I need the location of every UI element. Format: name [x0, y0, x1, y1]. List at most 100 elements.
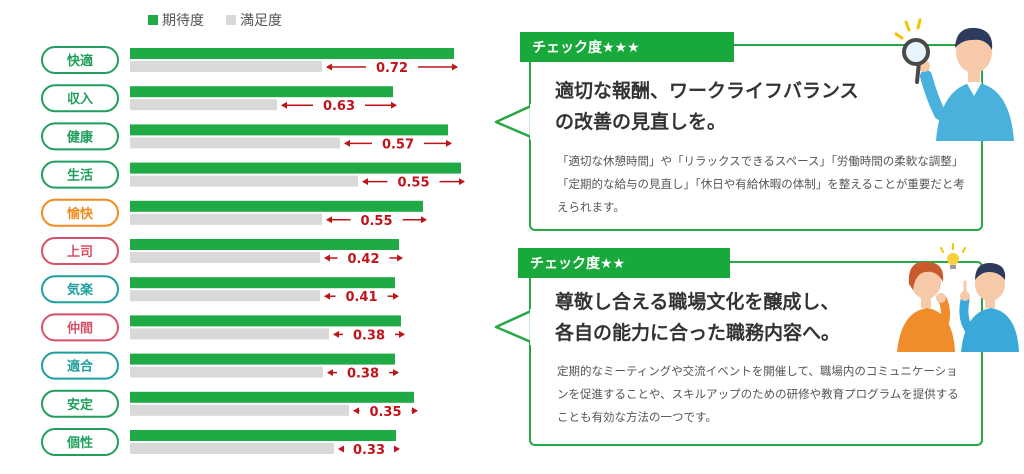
- category-pill: [41, 160, 119, 189]
- category-label: 安定: [67, 397, 93, 413]
- satisfaction-bar: [130, 443, 334, 454]
- category-pill: [41, 351, 119, 380]
- legend-label-expectation: 期待度: [162, 13, 204, 29]
- category-label: 適合: [67, 359, 94, 375]
- expectation-bar: [130, 124, 448, 136]
- panel-2-tag: チェック度★★: [518, 248, 730, 278]
- gap-arrowhead-right: [412, 407, 418, 415]
- gap-value-label: 0.63: [323, 99, 355, 114]
- category-label: 気楽: [67, 282, 94, 298]
- gap-arrowhead-left: [326, 216, 332, 224]
- panel-1-tag: チェック度★★★: [520, 32, 734, 62]
- expectation-bar: [130, 430, 396, 441]
- category-label: 快適: [67, 53, 93, 69]
- gap-arrowhead-left: [327, 369, 333, 377]
- gap-arrowhead-left: [344, 139, 350, 147]
- gap-bar-chart: 期待度 満足度 快適 0.72 収入 0.63 健康 0.57 生活 0.55 愉快 0.55 上司…: [41, 13, 465, 458]
- gap-arrowhead-right: [452, 63, 458, 71]
- category-pill: [41, 389, 119, 418]
- panel-1-speech-tail: [494, 104, 534, 140]
- expectation-bar: [130, 353, 395, 365]
- gap-arrowhead-right: [393, 369, 399, 377]
- category-label: 生活: [67, 168, 93, 184]
- gap-arrowhead-right: [446, 139, 452, 147]
- legend-swatch-expectation: [148, 15, 158, 25]
- category-pill: [41, 46, 119, 74]
- satisfaction-bar: [130, 137, 340, 149]
- category-label: 上司: [67, 245, 93, 260]
- gap-value-label: 0.35: [369, 405, 401, 420]
- gap-value-label: 0.42: [347, 252, 379, 267]
- lightbulb-icon: [947, 253, 959, 265]
- gap-arrowhead-left: [324, 254, 330, 262]
- category-label: 収入: [67, 92, 93, 107]
- advice-panel-1: 適切な報酬、ワークライフバランス の改善の見直しを。 「適切な休憩時間」や「リラ…: [529, 44, 983, 231]
- gap-arrowhead-left: [281, 101, 287, 109]
- panel-1-body: 「適切な休憩時間」や「リラックスできるスペース」「労働時間の柔軟な調整」「定期的…: [557, 154, 965, 214]
- gap-value-label: 0.55: [397, 176, 429, 191]
- gap-value-label: 0.38: [347, 367, 379, 382]
- expectation-bar: [130, 239, 399, 250]
- gap-value-label: 0.55: [360, 214, 392, 229]
- category-pill: [41, 122, 119, 151]
- satisfaction-bar: [130, 252, 320, 263]
- category-pill: [41, 84, 119, 113]
- gap-arrowhead-right: [399, 330, 405, 338]
- gap-arrowhead-right: [397, 254, 403, 262]
- satisfaction-bar: [130, 99, 277, 111]
- category-label: 仲間: [67, 320, 93, 336]
- panel-2-speech-tail: [494, 309, 534, 345]
- category-pill: [41, 428, 119, 456]
- panel-1-headline-line-2: の改善の見直しを。: [555, 111, 727, 133]
- gap-arrowhead-right: [393, 292, 399, 300]
- panel-2-headline: 尊敬し合える職場文化を醸成し、 各自の能力に合った職務内容へ。: [555, 287, 840, 349]
- gap-arrowhead-left: [324, 292, 330, 300]
- advice-panel-2: 尊敬し合える職場文化を醸成し、 各自の能力に合った職務内容へ。 定期的なミーティ…: [529, 261, 983, 446]
- category-label: 愉快: [67, 206, 94, 222]
- satisfaction-bar: [130, 328, 329, 340]
- expectation-bar: [130, 162, 461, 174]
- expectation-bar: [130, 391, 414, 403]
- category-pill: [41, 237, 119, 265]
- gap-arrowhead-right: [459, 178, 465, 186]
- satisfaction-bar: [130, 61, 322, 72]
- panel-2-headline-line-1: 尊敬し合える職場文化を醸成し、: [555, 291, 840, 313]
- two-people-idea-illustration: [897, 243, 1019, 352]
- gap-arrowhead-right: [391, 101, 397, 109]
- satisfaction-bar: [130, 175, 358, 187]
- category-label: 個性: [66, 435, 93, 451]
- satisfaction-bar: [130, 213, 322, 225]
- expectation-bar: [130, 48, 454, 59]
- expectation-bar: [130, 86, 393, 98]
- chart-rows: 快適 0.72 収入 0.63 健康 0.57 生活 0.55 愉快 0.55 上司 0.42 気楽 0.…: [41, 46, 465, 458]
- gap-arrowhead-left: [362, 178, 368, 186]
- satisfaction-bar: [130, 366, 323, 378]
- chart-legend: 期待度 満足度: [148, 13, 282, 29]
- gap-arrowhead-left: [326, 63, 332, 71]
- expectation-bar: [130, 200, 423, 212]
- gap-value-label: 0.41: [345, 290, 377, 305]
- person-with-magnifier-illustration: [894, 18, 1014, 141]
- panel-1-headline: 適切な報酬、ワークライフバランス の改善の見直しを。: [555, 76, 859, 138]
- legend-swatch-satisfaction: [226, 15, 236, 25]
- gap-arrowhead-right: [394, 445, 400, 453]
- category-pill: [41, 275, 119, 304]
- gap-value-label: 0.72: [376, 61, 408, 76]
- category-pill: [41, 313, 119, 342]
- panel-2-body: 定期的なミーティングや交流イベントを開催して、職場内のコミュニケーションを促進す…: [557, 364, 959, 424]
- expectation-bar: [130, 277, 395, 289]
- category-label: 健康: [67, 129, 94, 145]
- satisfaction-bar: [130, 404, 349, 416]
- gap-arrowhead-left: [338, 445, 344, 453]
- gap-value-label: 0.38: [353, 328, 385, 343]
- gap-arrowhead-left: [353, 407, 359, 415]
- gap-arrowhead-right: [421, 216, 427, 224]
- gap-value-label: 0.57: [382, 137, 414, 152]
- legend-label-satisfaction: 満足度: [240, 13, 282, 29]
- panel-2-headline-line-2: 各自の能力に合った職務内容へ。: [555, 322, 841, 344]
- category-pill: [41, 198, 119, 227]
- gap-value-label: 0.33: [353, 443, 385, 458]
- satisfaction-bar: [130, 290, 320, 302]
- gap-arrowhead-left: [333, 330, 339, 338]
- panel-1-headline-line-1: 適切な報酬、ワークライフバランス: [555, 80, 859, 102]
